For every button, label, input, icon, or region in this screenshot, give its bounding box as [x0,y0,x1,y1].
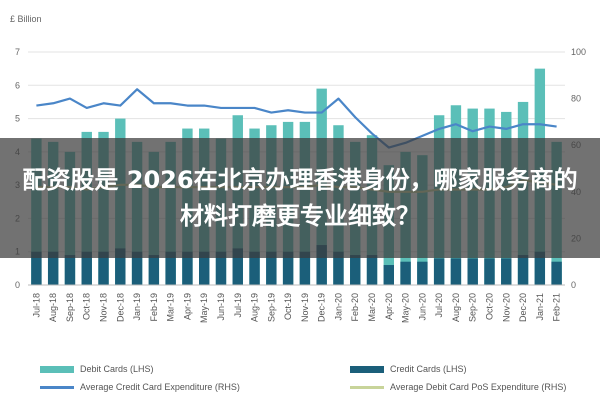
bar-credit [400,261,411,285]
bar-credit [249,251,260,285]
y2-tick-label: 100 [571,47,586,57]
bar-credit [333,251,344,285]
x-tick-label: Apr-19 [182,293,192,320]
legend-item-credit: Credit Cards (LHS) [350,364,467,374]
bar-credit [517,255,529,285]
legend-swatch-credit [350,365,384,373]
bar-credit [165,251,176,285]
x-tick-label: Oct-19 [283,293,293,320]
bar-credit [299,251,311,285]
bar-credit [467,258,478,285]
x-tick-label: Mar-20 [367,293,377,322]
bar-credit [182,251,193,285]
bar-credit [98,251,109,285]
legend-label-avg-debit: Average Debit Card PoS Expenditure (RHS) [390,382,567,392]
x-tick-label: Jan-21 [535,293,545,321]
bar-credit [534,251,546,285]
bar-credit [266,251,277,285]
axes: 01234567020406080100Jul-18Aug-18Sep-18Oc… [15,47,586,323]
x-tick-label: Sep-19 [266,293,276,322]
y2-tick-label: 80 [571,94,581,104]
bar-credit [350,255,361,285]
legend-label-credit: Credit Cards (LHS) [390,364,467,374]
x-tick-label: Apr-20 [384,293,394,320]
x-tick-label: Aug-18 [48,293,58,322]
bar-credit [383,265,394,285]
legend-item-avg-debit: Average Debit Card PoS Expenditure (RHS) [350,382,566,392]
legend-label-avg-credit: Average Credit Card Expenditure (RHS) [80,382,240,392]
y-tick-label: 6 [15,80,20,90]
bar-credit [501,258,512,285]
bar-credit [232,248,243,285]
x-tick-label: Feb-19 [149,293,159,322]
x-tick-label: Jan-19 [132,293,142,321]
overlay-banner: 配资股是 2026在北京办理香港身份，哪家服务商的材料打磨更专业细致？ [0,138,600,258]
x-tick-label: Jul-18 [31,293,41,318]
chart-legend: Debit Cards (LHS) Credit Cards (LHS) Ave… [40,360,580,400]
x-tick-label: Aug-19 [250,293,260,322]
y-tick-label: 7 [15,47,20,57]
x-tick-label: Jun-19 [216,293,226,321]
x-tick-label: Oct-20 [484,293,494,320]
bar-credit [31,251,42,285]
x-tick-label: Sep-18 [65,293,75,322]
bar-credit [199,251,210,285]
bar-credit [148,255,160,285]
bar-credit [433,258,445,285]
bar-credit [64,255,76,285]
y2-tick-label: 0 [571,280,576,290]
x-tick-label: Dec-18 [115,293,125,322]
x-tick-label: Jul-20 [434,293,444,318]
x-tick-label: Jan-20 [333,293,343,321]
bar-credit [81,251,92,285]
bar-credit [484,258,495,285]
bar-credit [316,245,327,285]
x-tick-label: May-19 [199,293,209,323]
bar-credit [551,261,562,285]
bar-credit [366,255,378,285]
legend-item-avg-credit: Average Credit Card Expenditure (RHS) [40,382,240,392]
x-tick-label: Feb-21 [552,293,562,322]
banner-text: 配资股是 2026在北京办理香港身份，哪家服务商的材料打磨更专业细致？ [22,166,578,230]
bar-credit [47,251,59,285]
x-tick-label: Jun-20 [417,293,427,321]
x-tick-label: Nov-20 [501,293,511,322]
bar-credit [131,251,143,285]
bar-credit [215,251,227,285]
y-tick-label: 0 [15,280,20,290]
x-tick-label: Dec-20 [518,293,528,322]
x-tick-label: Aug-20 [451,293,461,322]
bar-credit [450,258,462,285]
x-tick-label: May-20 [401,293,411,323]
y-axis-label: £ Billion [10,14,42,24]
x-tick-label: Sep-20 [468,293,478,322]
legend-swatch-avg-debit [350,385,384,389]
legend-item-debit: Debit Cards (LHS) [40,364,154,374]
bar-credit [282,251,294,285]
x-tick-label: Mar-19 [166,293,176,322]
legend-swatch-debit [40,365,74,373]
x-tick-label: Jul-19 [233,293,243,318]
legend-label-debit: Debit Cards (LHS) [80,364,154,374]
line-avg-credit [36,88,557,149]
x-tick-label: Nov-19 [300,293,310,322]
x-tick-label: Oct-18 [82,293,92,320]
x-tick-label: Dec-19 [317,293,327,322]
legend-swatch-avg-credit [40,385,74,389]
x-tick-label: Nov-18 [99,293,109,322]
bar-credit [417,261,428,285]
bar-credit [115,248,126,285]
y-tick-label: 5 [15,114,20,124]
x-tick-label: Feb-20 [350,293,360,322]
